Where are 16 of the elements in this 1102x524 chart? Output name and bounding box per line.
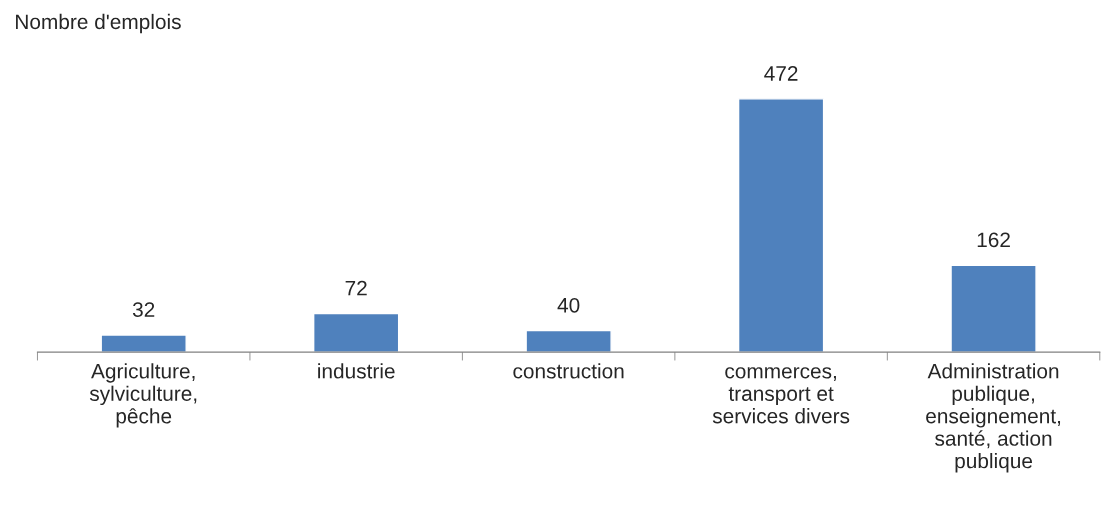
data-label: 32 — [132, 302, 155, 317]
bar — [312, 312, 400, 353]
bar — [100, 334, 187, 353]
x-tick-label: commerces, transport et services divers — [712, 367, 850, 424]
bar — [525, 329, 612, 353]
data-label: 472 — [764, 66, 798, 81]
data-label: 72 — [345, 280, 367, 296]
bar — [737, 98, 825, 353]
x-tick-label: Administration publique, enseignement, santé, action publique — [926, 363, 1061, 473]
x-tick-label: construction — [513, 363, 624, 379]
x-tick-label: Agriculture, sylviculture, pêche — [89, 363, 197, 428]
data-label: 40 — [557, 297, 580, 313]
x-tick-label: industrie — [318, 363, 395, 379]
data-label: 162 — [977, 232, 1010, 248]
bar — [950, 264, 1037, 353]
y-axis-title: Nombre d'emplois — [16, 13, 181, 34]
